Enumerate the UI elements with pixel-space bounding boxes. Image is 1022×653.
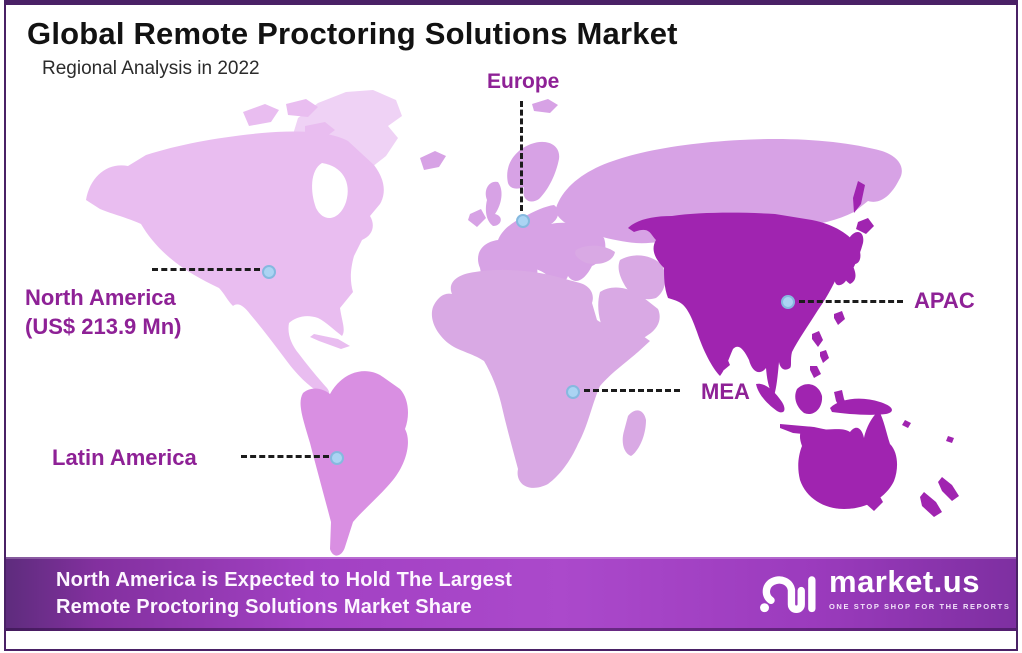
region-sri-lanka <box>719 358 730 370</box>
region-iceland <box>420 151 446 170</box>
label-latin-america: Latin America <box>52 445 197 470</box>
marker-apac <box>781 295 795 309</box>
region-madagascar <box>622 410 646 456</box>
label-mea: MEA <box>701 379 750 404</box>
region-pacific-islands <box>902 420 954 443</box>
bottom-banner: North America is Expected to Hold The La… <box>6 557 1016 631</box>
marker-mea <box>566 385 580 399</box>
banner-line-1: North America is Expected to Hold The La… <box>56 569 513 591</box>
leader-line-apac <box>799 300 903 303</box>
region-uk <box>468 181 502 227</box>
leader-line-latin-america <box>241 455 329 458</box>
label-europe: Europe <box>487 70 560 93</box>
banner-line-2: Remote Proctoring Solutions Market Share <box>56 596 472 618</box>
hudson-bay <box>312 163 348 219</box>
region-arctic-islands <box>243 99 335 139</box>
marker-europe <box>516 214 530 228</box>
leader-line-europe <box>520 101 523 211</box>
marker-north-america <box>262 265 276 279</box>
region-indonesia <box>756 383 848 436</box>
region-russia <box>555 139 902 244</box>
logo-tagline-text: ONE STOP SHOP FOR THE REPORTS <box>829 602 1011 611</box>
region-new-zealand <box>920 477 959 517</box>
region-australia <box>798 411 898 509</box>
leader-line-north-america <box>152 268 260 271</box>
label-north-america: North America (US$ 213.9 Mn) <box>25 283 182 341</box>
region-svalbard <box>532 99 558 113</box>
page-subtitle: Regional Analysis in 2022 <box>42 58 260 79</box>
marketus-logo-icon <box>760 576 816 613</box>
leader-line-mea <box>584 389 680 392</box>
region-africa <box>431 269 650 488</box>
logo-words: market.us ONE STOP SHOP FOR THE REPORTS <box>829 564 1011 612</box>
label-north-america-name: North America <box>25 285 176 310</box>
marker-latin-america <box>330 451 344 465</box>
region-iran <box>618 255 666 300</box>
label-apac: APAC <box>914 288 975 313</box>
logo-brand-text: market.us <box>829 564 980 599</box>
region-japan <box>834 181 874 286</box>
region-taiwan <box>834 311 845 325</box>
page-title: Global Remote Proctoring Solutions Marke… <box>27 16 678 51</box>
region-tasmania <box>865 493 883 511</box>
region-scandinavia <box>507 141 560 202</box>
marketus-logo: market.us ONE STOP SHOP FOR THE REPORTS <box>758 565 1010 621</box>
region-apac-mainland <box>628 212 861 396</box>
region-philippines <box>810 331 829 378</box>
region-turkey <box>575 245 615 264</box>
region-north-america <box>86 131 384 396</box>
region-cuba <box>310 334 350 349</box>
banner-text: North America is Expected to Hold The La… <box>56 567 512 621</box>
region-new-guinea <box>830 398 892 415</box>
label-north-america-value: (US$ 213.9 Mn) <box>25 314 182 339</box>
region-south-america <box>300 371 408 556</box>
region-arabia <box>598 287 660 344</box>
